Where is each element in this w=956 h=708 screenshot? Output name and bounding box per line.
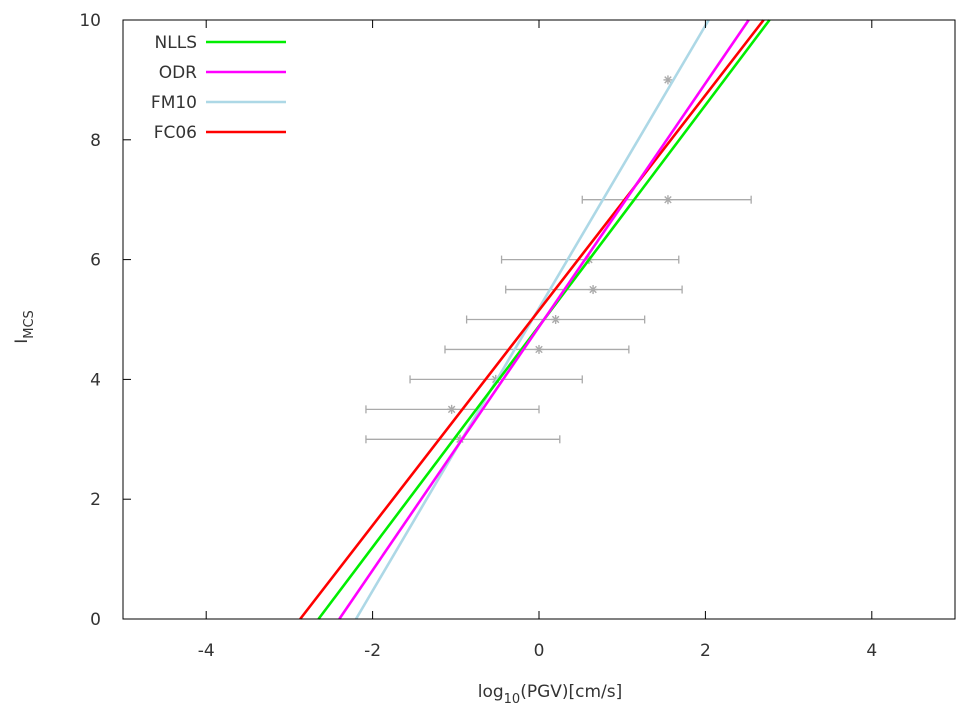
y-tick-label: 0 bbox=[90, 610, 101, 630]
y-axis-title: IMCS bbox=[12, 310, 37, 344]
legend-item-nlls: NLLS bbox=[155, 33, 286, 53]
observation-point bbox=[588, 285, 598, 295]
legend-item-fc06: FC06 bbox=[154, 123, 286, 143]
series-line-fc06 bbox=[299, 19, 765, 620]
observations-layer bbox=[365, 75, 752, 444]
legend: NLLS ODR FM10 FC06 bbox=[151, 33, 286, 143]
legend-label: FM10 bbox=[151, 93, 197, 113]
ticks-layer: -4 -2 0 2 4 0 2 4 6 8 10 bbox=[79, 11, 877, 661]
y-tick-label: 2 bbox=[90, 490, 101, 510]
x-tick-label: 0 bbox=[534, 641, 545, 661]
legend-item-fm10: FM10 bbox=[151, 93, 286, 113]
x-axis-title: log10(PGV)[cm/s] bbox=[478, 682, 623, 707]
observation-point bbox=[663, 75, 673, 85]
observation-point bbox=[663, 195, 673, 205]
series-layer bbox=[299, 19, 771, 620]
y-tick-label: 6 bbox=[90, 251, 101, 271]
x-tick-label: 4 bbox=[866, 641, 877, 661]
legend-label: ODR bbox=[159, 63, 197, 83]
observation-point bbox=[551, 315, 561, 324]
y-tick-label: 8 bbox=[90, 131, 101, 151]
y-tick-label: 4 bbox=[90, 370, 101, 390]
legend-label: FC06 bbox=[154, 123, 197, 143]
legend-label: NLLS bbox=[155, 33, 197, 53]
observation-point bbox=[534, 344, 544, 354]
observation-point bbox=[447, 404, 457, 414]
x-tick-label: -2 bbox=[364, 641, 381, 661]
x-tick-label: -4 bbox=[198, 641, 215, 661]
x-tick-label: 2 bbox=[700, 641, 711, 661]
legend-item-odr: ODR bbox=[159, 63, 286, 83]
series-line-odr bbox=[338, 19, 750, 620]
y-tick-label: 10 bbox=[79, 11, 101, 31]
